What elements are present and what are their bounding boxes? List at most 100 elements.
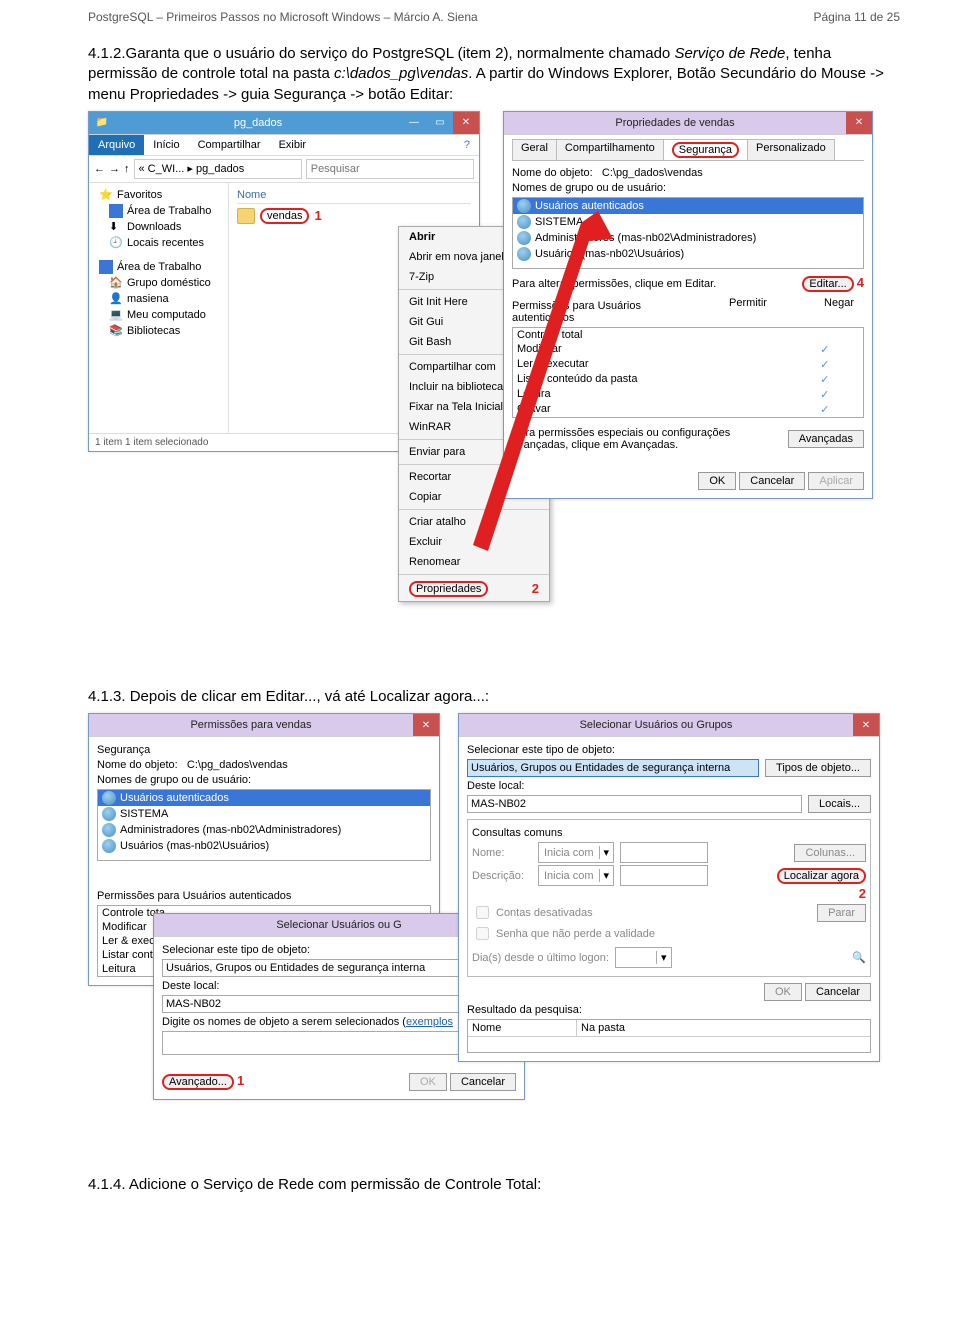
col-nome[interactable]: Nome	[468, 1020, 577, 1036]
title-bar: Selecionar Usuários ou Grupos ✕	[459, 714, 879, 737]
list-item: SISTEMA	[513, 214, 863, 230]
user-icon	[517, 215, 531, 229]
seg-label: Segurança	[97, 744, 431, 756]
edit-button[interactable]: Editar...	[802, 276, 853, 292]
address-bar[interactable]	[134, 159, 302, 179]
cancel-button[interactable]: Cancelar	[739, 472, 805, 490]
close-button[interactable]: ✕	[453, 112, 479, 134]
folder-vendas[interactable]: vendas 1	[237, 204, 471, 228]
sidebar: ⭐Favoritos Área de Trabalho ⬇Downloads 🕘…	[89, 183, 229, 433]
col-pasta[interactable]: Na pasta	[577, 1020, 629, 1036]
groups-list[interactable]: Usuários autenticados SISTEMA Administra…	[512, 197, 864, 269]
list-item: Administradores (mas-nb02\Administradore…	[513, 230, 863, 246]
location-input[interactable]: MAS-NB02	[467, 795, 802, 813]
folder-icon	[237, 208, 255, 224]
menu-excluir[interactable]: Excluir	[399, 532, 549, 552]
search-input[interactable]	[306, 159, 474, 179]
user-icon	[517, 199, 531, 213]
window-title: Propriedades de vendas	[504, 117, 846, 129]
sidebar-desktop2[interactable]: Área de Trabalho	[91, 259, 226, 275]
sidebar-user[interactable]: 👤masiena	[91, 291, 226, 307]
alter-label: Para alterar permissões, clique em Edita…	[512, 278, 716, 290]
type-input[interactable]: Usuários, Grupos ou Entidades de seguran…	[467, 759, 759, 777]
advanced-button[interactable]: Avançado...	[162, 1074, 234, 1090]
user-icon	[517, 247, 531, 261]
cancel-button[interactable]: Cancelar	[805, 983, 871, 1001]
page-header: PostgreSQL – Primeiros Passos no Microso…	[88, 10, 900, 24]
tab-seguranca[interactable]: Segurança	[663, 139, 748, 160]
apply-button[interactable]: Aplicar	[808, 472, 864, 490]
tab-comp[interactable]: Compartilhamento	[556, 139, 664, 160]
column-header[interactable]: Nome	[237, 187, 471, 204]
minimize-button[interactable]: —	[401, 112, 427, 134]
permissions-table: Controle total Modificar✓ Ler & executar…	[512, 327, 864, 418]
menu-propriedades[interactable]: Propriedades 2	[399, 577, 549, 601]
tab-inicio[interactable]: Início	[144, 135, 188, 155]
prop-tabs: Geral Compartilhamento Segurança Persona…	[512, 139, 864, 161]
tab-pers[interactable]: Personalizado	[747, 139, 835, 160]
advanced-button[interactable]: Avançadas	[788, 430, 864, 448]
user-icon	[517, 231, 531, 245]
sidebar-computer[interactable]: 💻Meu computado	[91, 307, 226, 323]
sidebar-grupo[interactable]: 🏠Grupo doméstico	[91, 275, 226, 291]
sidebar-desktop[interactable]: Área de Trabalho	[91, 203, 226, 219]
list-item: Usuários (mas-nb02\Usuários)	[513, 246, 863, 262]
sidebar-libs[interactable]: 📚Bibliotecas	[91, 323, 226, 339]
header-right: Página 11 de 25	[813, 10, 900, 24]
menu-atalho[interactable]: Criar atalho	[399, 512, 549, 532]
ok-button[interactable]: OK	[764, 983, 802, 1001]
sidebar-favoritos[interactable]: ⭐Favoritos	[91, 187, 226, 203]
annotation-1: 1	[237, 1073, 244, 1088]
sidebar-downloads[interactable]: ⬇Downloads	[91, 219, 226, 235]
annotation-4: 4	[857, 275, 864, 290]
close-button[interactable]: ✕	[413, 714, 439, 736]
object-types-button[interactable]: Tipos de objeto...	[765, 759, 871, 777]
groups-list[interactable]: Usuários autenticados SISTEMA Administra…	[97, 789, 431, 861]
ok-button[interactable]: OK	[698, 472, 736, 490]
title-bar: Permissões para vendas ✕	[89, 714, 439, 737]
window-title: pg_dados	[228, 117, 288, 129]
pwd-check	[476, 927, 489, 940]
annotation-1: 1	[314, 208, 321, 223]
groups-label: Nomes de grupo ou de usuário:	[512, 182, 864, 194]
tab-geral[interactable]: Geral	[512, 139, 557, 160]
list-item: SISTEMA	[98, 806, 430, 822]
desc-combo[interactable]: Inicia com▾	[538, 865, 614, 886]
header-left: PostgreSQL – Primeiros Passos no Microso…	[88, 10, 478, 24]
sidebar-recent[interactable]: 🕘Locais recentes	[91, 235, 226, 251]
disabled-check	[476, 906, 489, 919]
back-button[interactable]: ←	[94, 163, 105, 175]
ok-button[interactable]: OK	[409, 1073, 447, 1091]
name-combo[interactable]: Inicia com▾	[538, 842, 614, 863]
list-item: Administradores (mas-nb02\Administradore…	[98, 822, 430, 838]
para-412: 4.1.2.Garanta que o usuário do serviço d…	[88, 44, 900, 105]
up-button[interactable]: ↑	[124, 163, 130, 175]
cancel-button[interactable]: Cancelar	[450, 1073, 516, 1091]
fwd-button[interactable]: →	[109, 163, 120, 175]
close-button[interactable]: ✕	[846, 112, 872, 134]
menu-renomear[interactable]: Renomear	[399, 552, 549, 572]
tab-exibir[interactable]: Exibir	[270, 135, 316, 155]
columns-button[interactable]: Colunas...	[794, 844, 866, 862]
title-bar: 📁 pg_dados — ▭ ✕	[89, 112, 479, 135]
annotation-2: 2	[532, 581, 539, 596]
tab-file[interactable]: Arquivo	[89, 135, 144, 155]
annotation-2: 2	[859, 886, 866, 901]
search-icon[interactable]: 🔍	[852, 951, 866, 964]
para-414: 4.1.4. Adicione o Serviço de Rede com pe…	[88, 1175, 900, 1195]
para-413: 4.1.3. Depois de clicar em Editar..., vá…	[88, 687, 900, 707]
list-item: Usuários autenticados	[513, 198, 863, 214]
folder-icon: 📁	[89, 112, 115, 134]
close-button[interactable]: ✕	[853, 714, 879, 736]
find-now-button[interactable]: Localizar agora	[777, 868, 866, 884]
maximize-button[interactable]: ▭	[427, 112, 453, 134]
stop-button[interactable]: Parar	[817, 904, 866, 922]
help-icon[interactable]: ?	[455, 135, 479, 155]
list-item: Usuários (mas-nb02\Usuários)	[98, 838, 430, 854]
tab-compartilhar[interactable]: Compartilhar	[189, 135, 270, 155]
locations-button[interactable]: Locais...	[808, 795, 871, 813]
perm-label: Permissões para Usuários autenticados	[512, 300, 682, 324]
list-item: Usuários autenticados	[98, 790, 430, 806]
ribbon-tabs: Arquivo Início Compartilhar Exibir ?	[89, 135, 479, 155]
select-users-advanced: Selecionar Usuários ou Grupos ✕ Selecion…	[458, 713, 880, 1062]
